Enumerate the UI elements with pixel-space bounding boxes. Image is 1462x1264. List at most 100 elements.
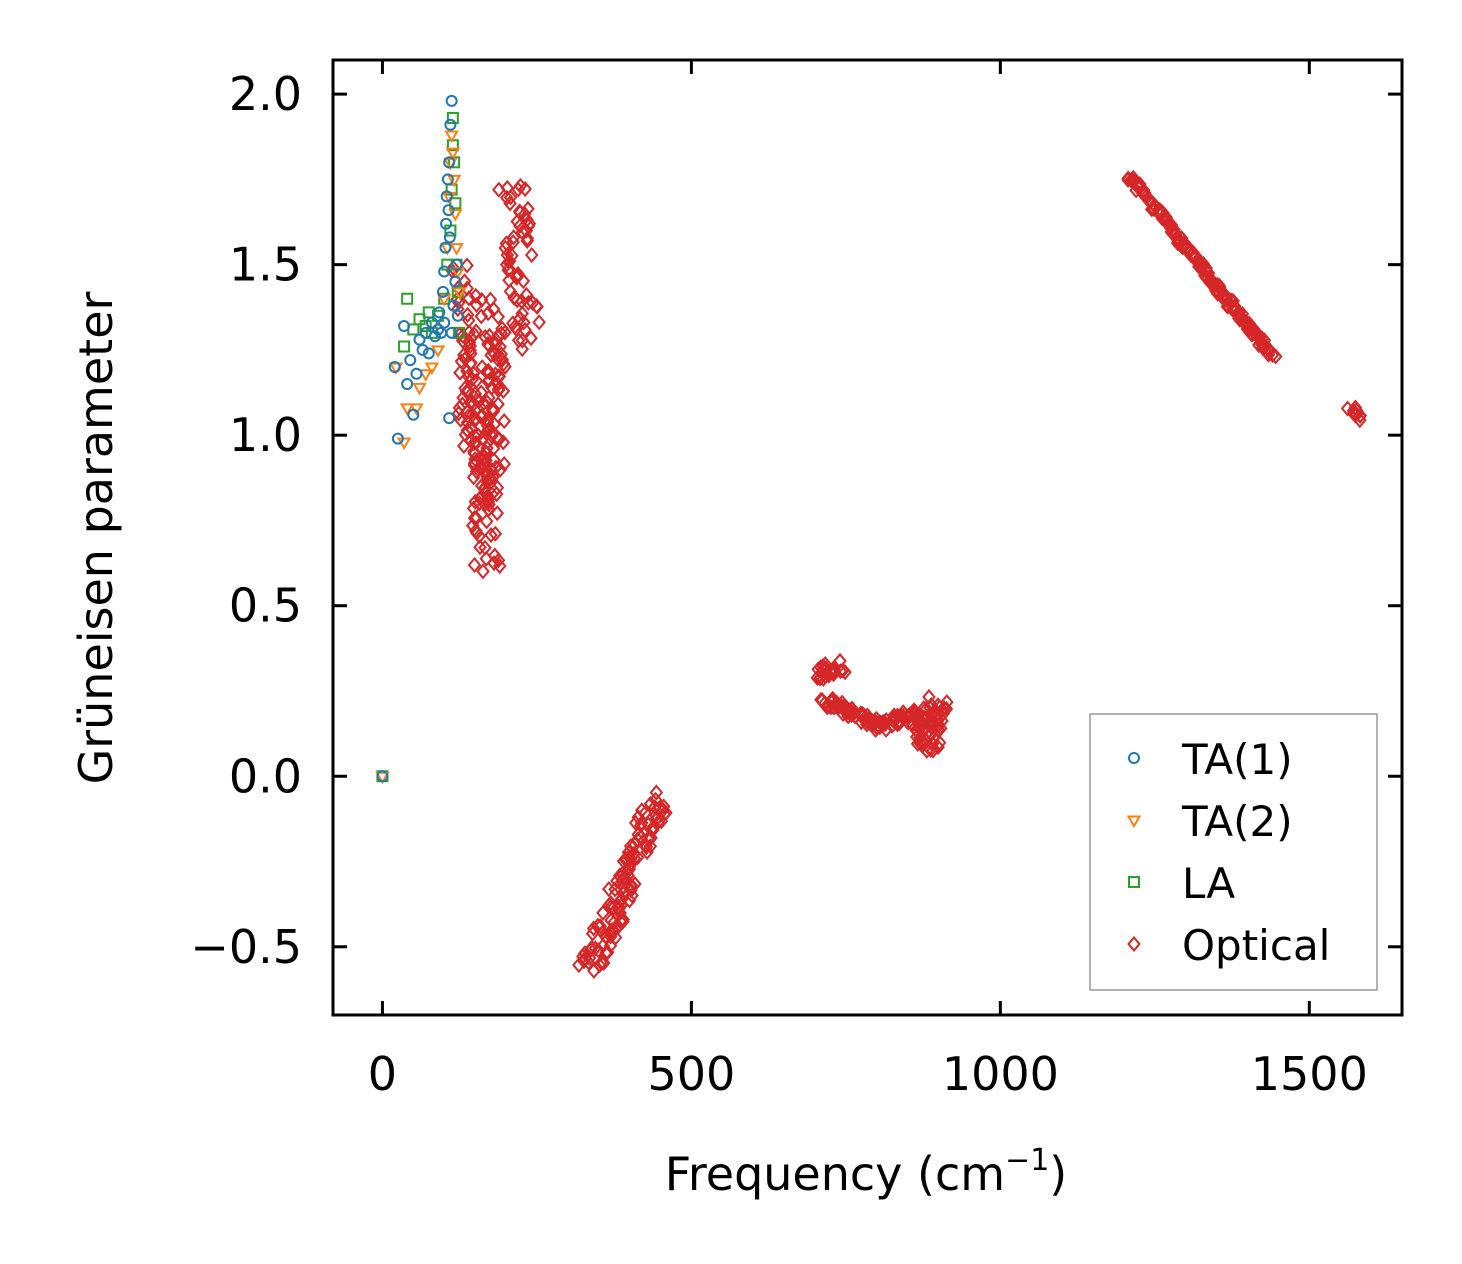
point (473, 539, 487, 556)
point (520, 232, 535, 249)
point (586, 920, 601, 937)
point (596, 954, 611, 972)
point (1170, 230, 1184, 247)
point (472, 459, 487, 476)
point (440, 190, 453, 203)
point (503, 195, 517, 212)
point (1136, 182, 1151, 199)
point (376, 770, 389, 783)
legend-marker (1127, 935, 1141, 953)
point (912, 714, 927, 731)
point (604, 912, 618, 929)
point (480, 444, 494, 461)
point (460, 306, 475, 323)
point (467, 326, 482, 343)
point (425, 316, 438, 329)
x-axis-label-main: Frequency (cm (665, 1147, 1005, 1201)
point (438, 265, 451, 278)
point (446, 259, 461, 276)
point (404, 354, 417, 367)
legend-marker (1126, 815, 1142, 828)
point (481, 470, 496, 487)
point (519, 286, 534, 303)
point (436, 294, 452, 307)
point (444, 118, 457, 131)
point (481, 305, 495, 322)
point (519, 222, 534, 239)
point (445, 147, 461, 161)
x-axis-label-end: ) (1049, 1147, 1067, 1201)
point (481, 389, 496, 406)
point (446, 111, 459, 124)
point (505, 247, 519, 264)
point (422, 347, 435, 360)
point (468, 493, 483, 510)
point (452, 287, 467, 300)
point (450, 258, 463, 271)
point (433, 306, 446, 319)
point (518, 180, 532, 198)
y-tick-label: −0.5 (190, 920, 302, 974)
point (515, 341, 529, 358)
point (481, 464, 496, 482)
point (449, 243, 464, 256)
point (449, 197, 462, 210)
point (508, 318, 522, 335)
point (492, 431, 507, 448)
point (467, 556, 482, 574)
point (410, 367, 423, 380)
point (593, 918, 608, 935)
point (480, 417, 495, 434)
point (488, 366, 503, 383)
point (453, 326, 466, 339)
point (479, 513, 494, 530)
point (469, 296, 484, 313)
y-tick-label: 0.5 (229, 579, 302, 633)
point (496, 355, 511, 372)
point (503, 189, 518, 206)
point (484, 462, 499, 480)
point (475, 407, 490, 424)
point (457, 346, 471, 363)
point (1353, 407, 1367, 424)
point (1353, 412, 1367, 429)
point (430, 345, 446, 358)
point (399, 403, 415, 416)
point (624, 882, 638, 899)
point (450, 266, 466, 280)
point (940, 694, 954, 711)
point (462, 290, 476, 307)
legend-item: Optical (1127, 921, 1330, 970)
point (498, 324, 512, 341)
point (634, 829, 649, 846)
point (638, 804, 653, 822)
point (477, 480, 492, 497)
point (582, 949, 597, 967)
legend: TA(1) TA(2) LA Optical (1089, 713, 1378, 991)
series-ta-1- (376, 94, 464, 783)
point (623, 838, 638, 855)
point (484, 527, 498, 544)
point (493, 461, 508, 478)
point (469, 287, 483, 304)
point (656, 798, 671, 815)
point (517, 206, 532, 223)
point (1192, 254, 1207, 271)
point (412, 382, 427, 396)
point (482, 364, 497, 381)
point (497, 413, 512, 430)
point (838, 664, 852, 681)
point (624, 877, 639, 894)
point (459, 383, 474, 400)
point (492, 380, 506, 397)
point (461, 368, 476, 385)
point (516, 273, 531, 290)
point (919, 700, 934, 717)
point (503, 283, 518, 300)
point (591, 917, 605, 934)
point (445, 94, 458, 107)
point (833, 652, 847, 669)
point (442, 204, 455, 217)
point (466, 469, 481, 486)
